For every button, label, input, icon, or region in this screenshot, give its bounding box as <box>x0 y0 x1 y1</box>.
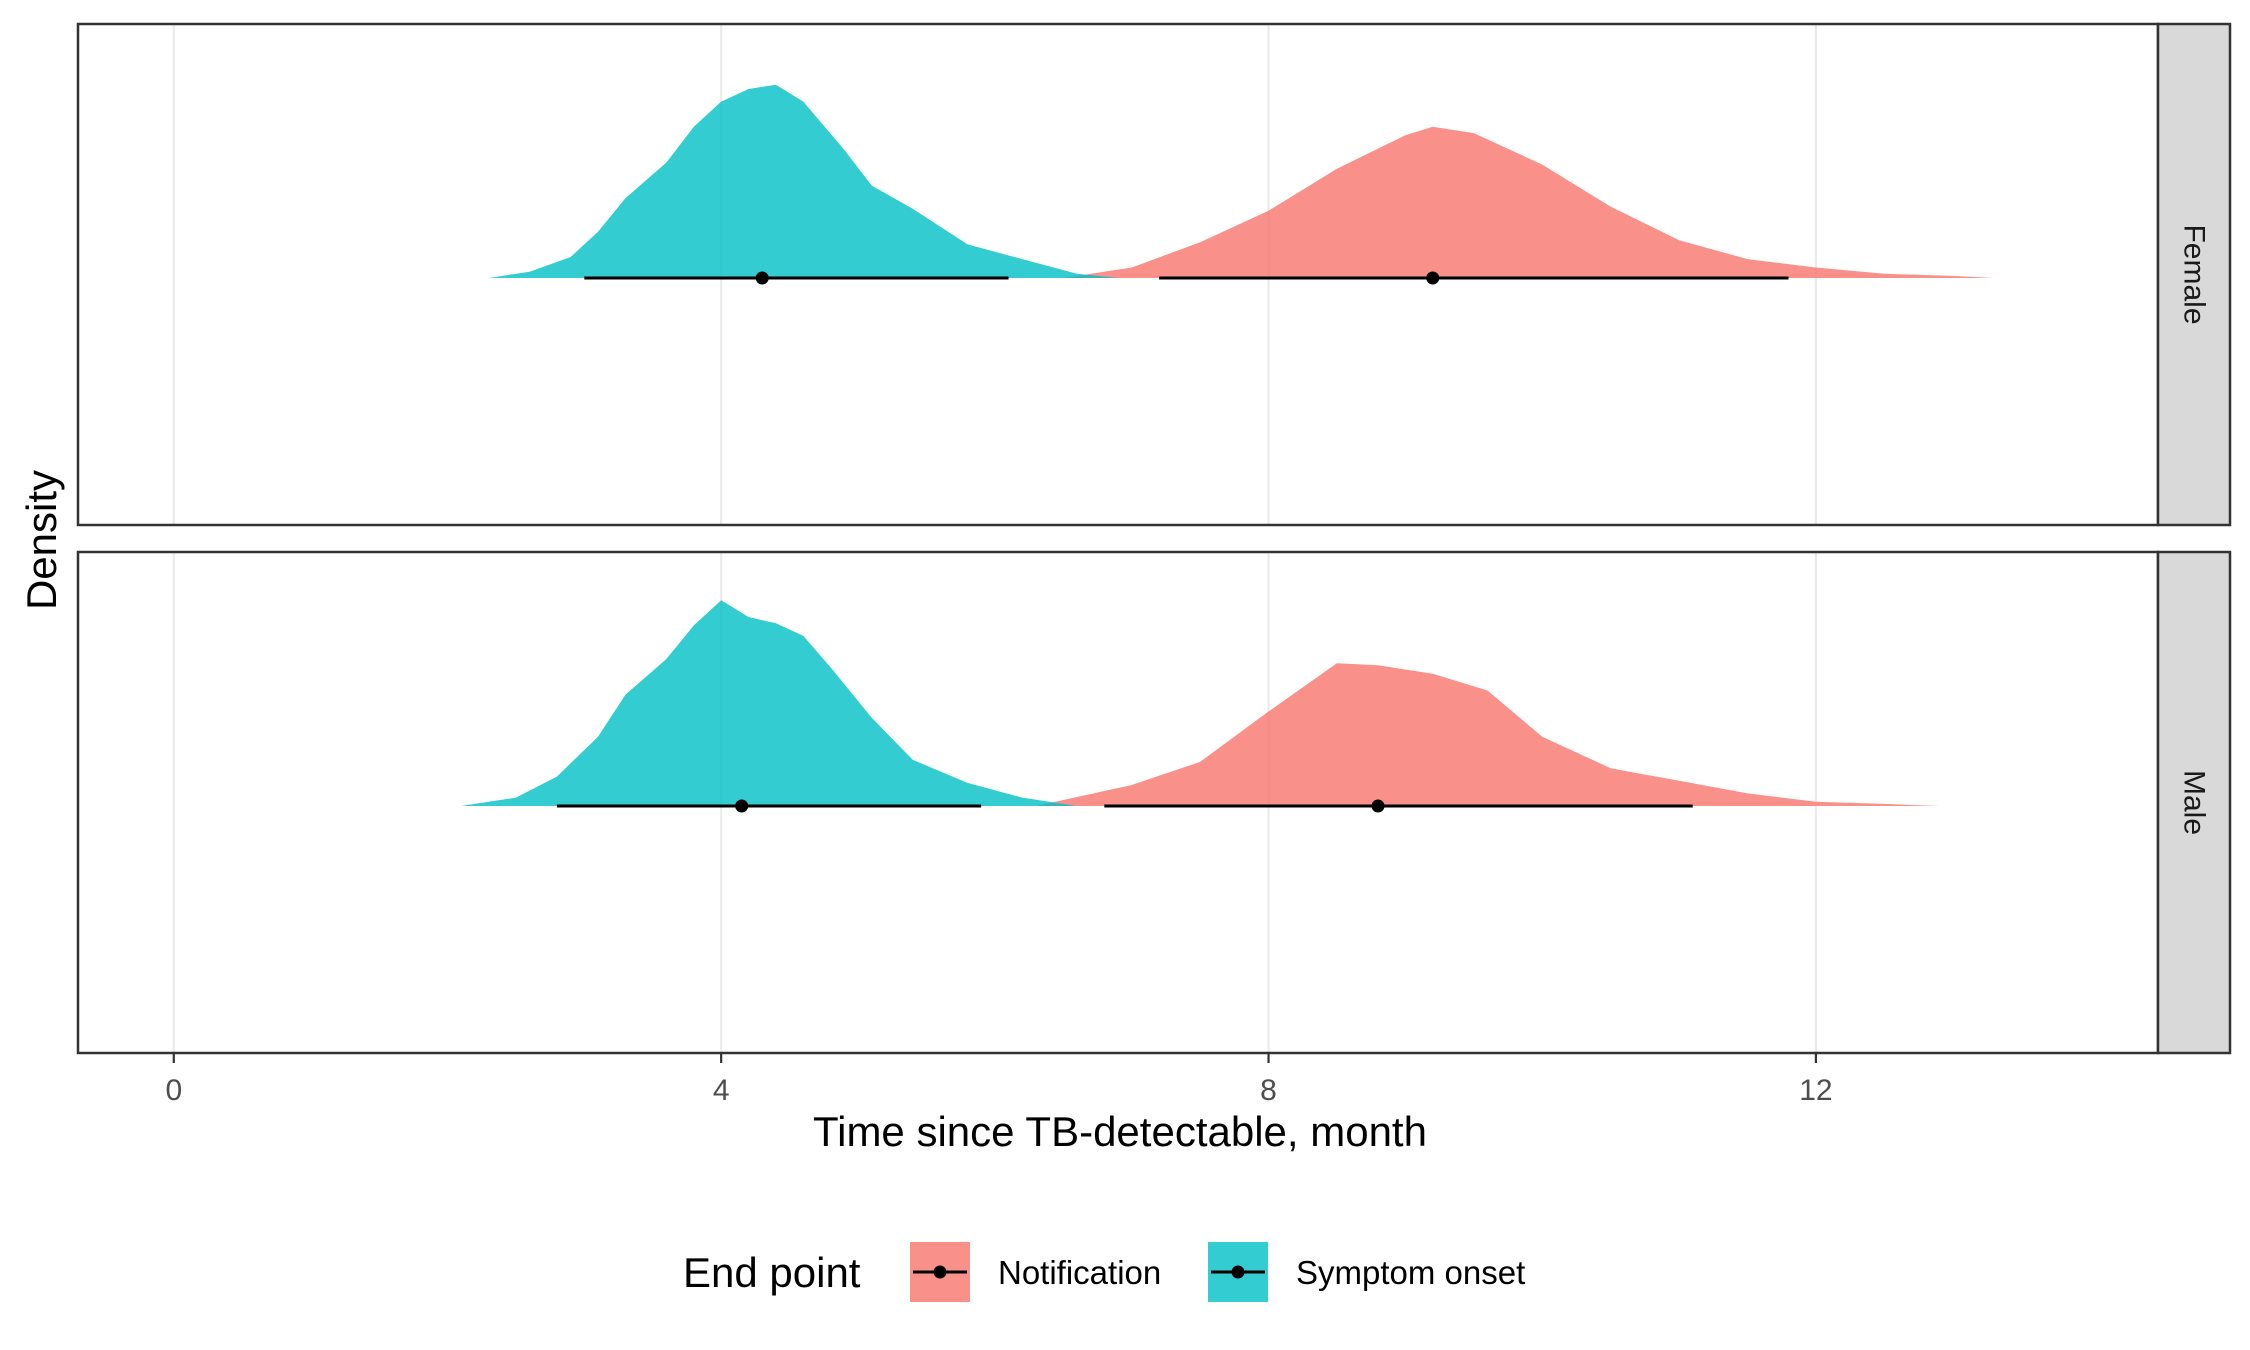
facet-strip <box>2156 22 2232 527</box>
x-axis-title: Time since TB-detectable, month <box>813 1108 1427 1155</box>
facet-strip-label: Female <box>2178 224 2211 324</box>
density-area <box>1063 126 1994 278</box>
legend-item: Notification <box>910 1242 1161 1302</box>
facet-panel-female: Female <box>76 22 2232 527</box>
median-point <box>755 271 769 285</box>
legend-key-point <box>1231 1265 1245 1279</box>
facet-strip <box>2156 550 2232 1055</box>
x-axis: 0 4 8 12 <box>165 1053 1833 1107</box>
x-tick-label: 8 <box>1260 1074 1277 1107</box>
facet-panel-male: Male <box>76 550 2232 1055</box>
panels-layer: Female Male 0 4 8 12 <box>76 22 2232 1107</box>
median-point <box>1371 799 1385 813</box>
y-axis-title: Density <box>18 470 65 610</box>
x-tick-label: 0 <box>165 1074 182 1107</box>
legend-label: Symptom onset <box>1296 1254 1525 1291</box>
legend-label: Notification <box>998 1254 1161 1291</box>
x-tick-label: 12 <box>1799 1074 1832 1107</box>
density-area <box>488 84 1118 278</box>
facet-strip-label: Male <box>2178 770 2211 835</box>
legend-title: End point <box>683 1249 861 1296</box>
median-point <box>735 799 749 813</box>
legend-item: Symptom onset <box>1208 1242 1525 1302</box>
density-area <box>1035 663 1940 806</box>
median-point <box>1426 271 1440 285</box>
legend-items: Notification Symptom onset <box>910 1242 1525 1302</box>
x-tick-label: 4 <box>713 1074 730 1107</box>
legend: End point Notification Symptom onset <box>683 1242 1525 1302</box>
legend-key-point <box>933 1265 947 1279</box>
density-area <box>461 600 1077 806</box>
